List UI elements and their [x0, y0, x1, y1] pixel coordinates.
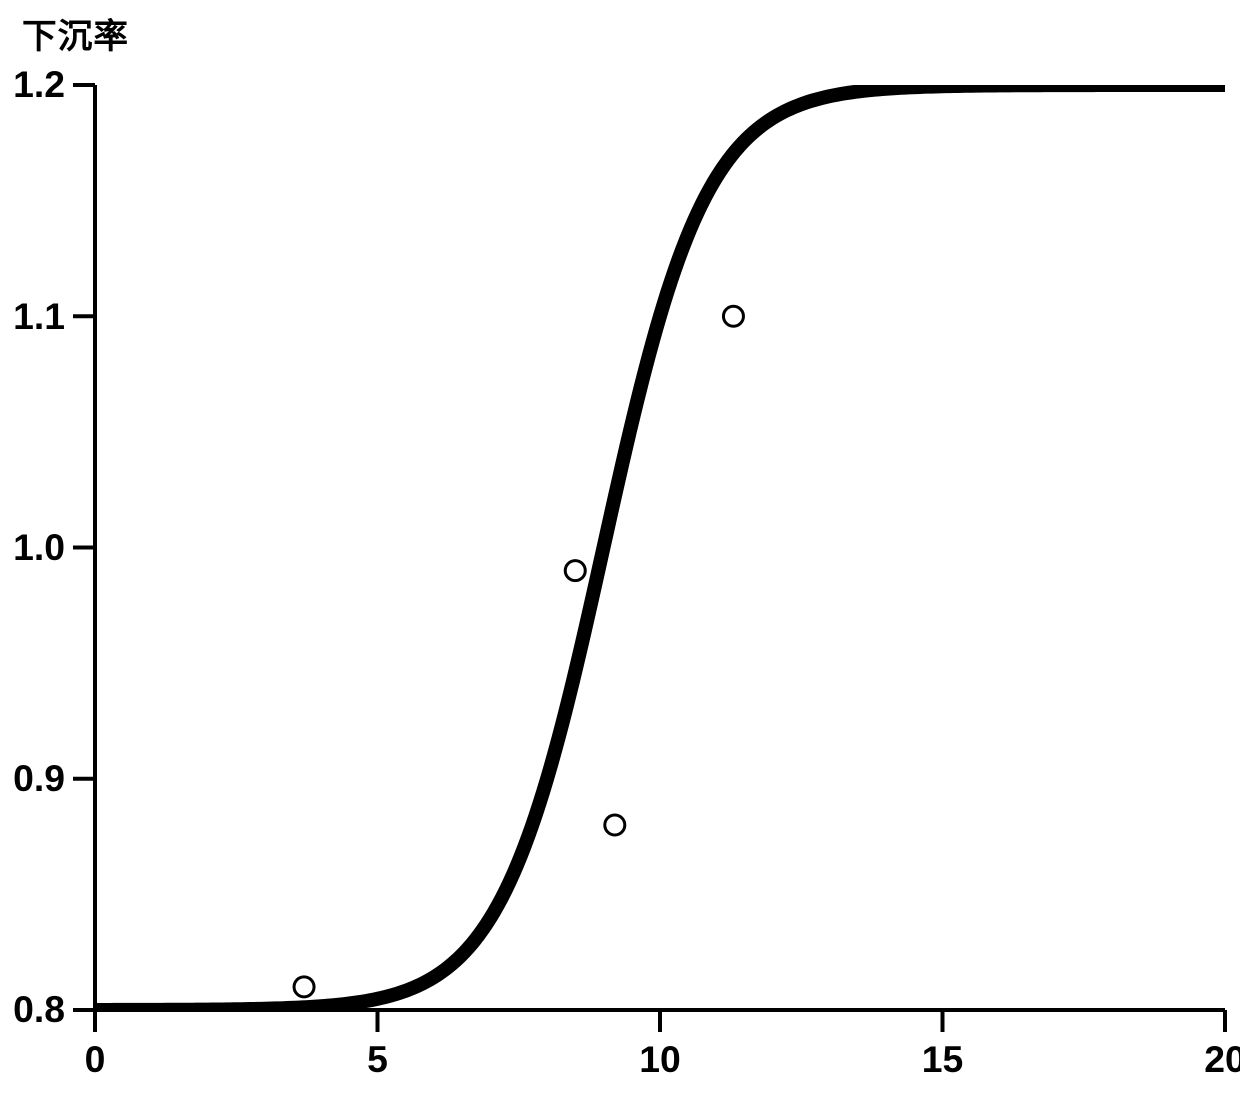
- data-point: [605, 815, 625, 835]
- x-tick-label: 0: [85, 1038, 106, 1081]
- fitted-curve: [95, 85, 1225, 1010]
- y-axis-label: 下沉率: [22, 8, 129, 58]
- data-point: [723, 306, 743, 326]
- x-tick-label: 5: [367, 1038, 388, 1081]
- data-point: [565, 561, 585, 581]
- y-tick-label: 1.2: [13, 63, 65, 106]
- data-point: [294, 977, 314, 997]
- y-tick-label: 1.0: [13, 526, 65, 569]
- y-tick-label: 0.9: [13, 757, 65, 800]
- y-tick-label: 0.8: [13, 988, 65, 1031]
- chart-svg: [0, 0, 1240, 1110]
- x-tick-label: 15: [922, 1038, 964, 1081]
- x-tick-label: 10: [639, 1038, 681, 1081]
- y-tick-label: 1.1: [13, 295, 65, 338]
- x-tick-label: 20: [1204, 1038, 1240, 1081]
